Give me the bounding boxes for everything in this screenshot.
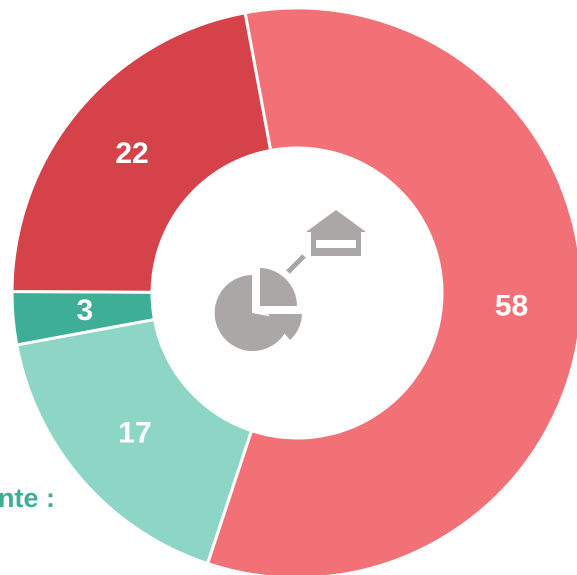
- slice-label: 22: [115, 137, 148, 170]
- icon-house-windows: [316, 240, 356, 248]
- donut: [10, 6, 577, 575]
- icon-house: [306, 210, 366, 256]
- slice: [205, 6, 577, 575]
- icon-connector: [286, 254, 306, 274]
- slice: [10, 11, 273, 294]
- icon-pie-slice: [260, 268, 298, 306]
- slice-label: 58: [495, 290, 528, 323]
- slice-label: 17: [118, 416, 151, 449]
- slice-label: 3: [76, 294, 93, 327]
- center-icon: [214, 210, 366, 351]
- icon-pie-slice2: [268, 314, 302, 340]
- icon-pie-big: [214, 275, 290, 351]
- slice: [15, 317, 254, 566]
- annotation: nte :: [0, 483, 55, 513]
